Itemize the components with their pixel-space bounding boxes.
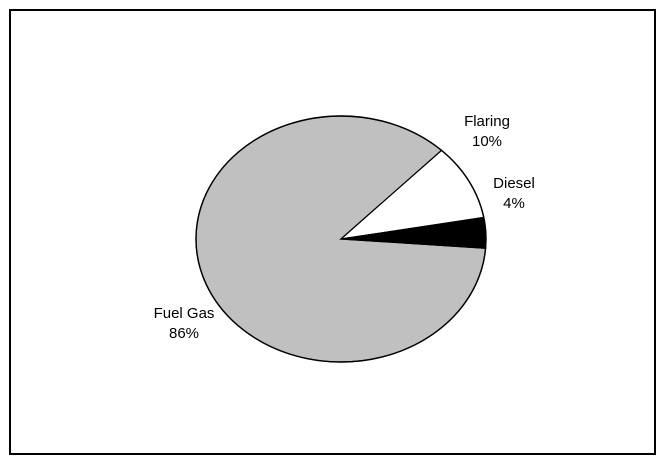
slice-percent-diesel: 4%: [503, 195, 525, 212]
pie-labels: Fuel Gas 86% Flaring 10% Diesel 4%: [154, 113, 535, 342]
slice-percent-flaring: 10%: [472, 133, 502, 150]
slice-label-diesel: Diesel: [493, 175, 535, 192]
slice-label-flaring: Flaring: [464, 113, 510, 130]
pie-slices: [195, 115, 487, 363]
pie-outline: [195, 115, 487, 363]
slice-percent-fuel-gas: 86%: [169, 325, 199, 342]
slice-label-fuel-gas: Fuel Gas: [154, 305, 215, 322]
